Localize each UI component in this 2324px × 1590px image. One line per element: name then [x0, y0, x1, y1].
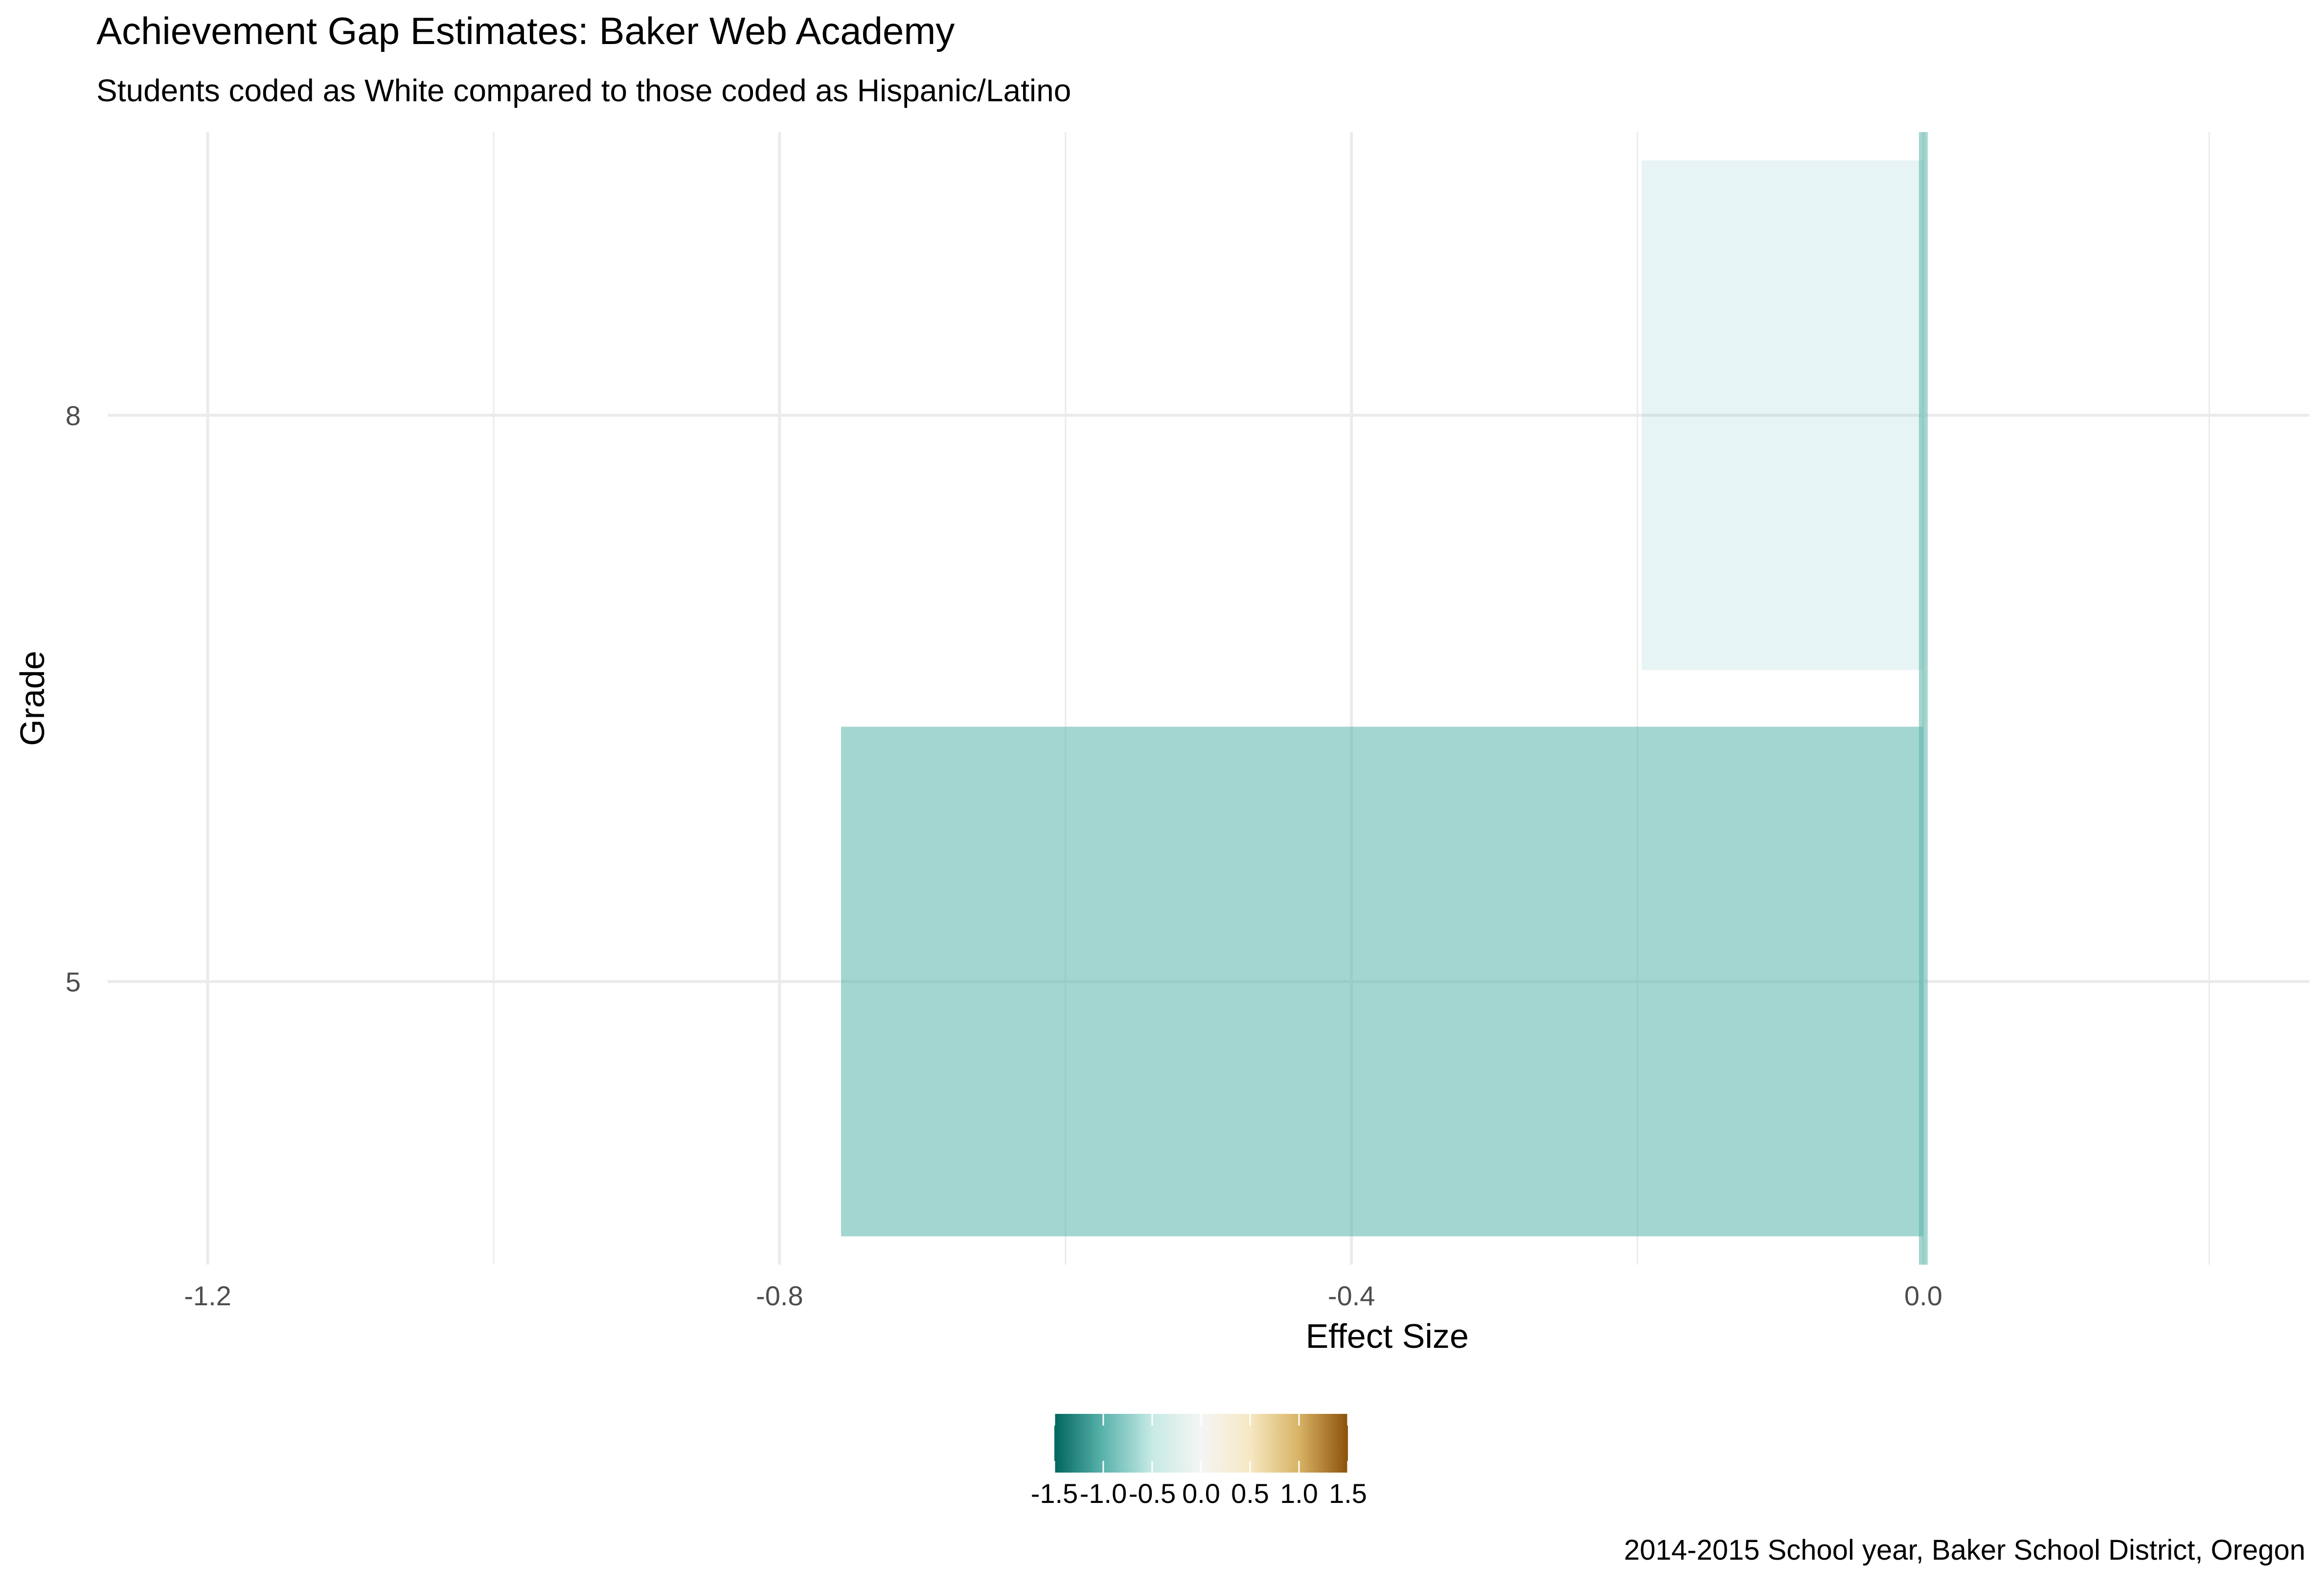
colorbar-tick-label: -1.5	[1031, 1478, 1078, 1509]
x-tick-label: 0.0	[1904, 1280, 1942, 1311]
x-tick-label: -1.2	[184, 1280, 231, 1311]
colorbar-tick-label: 0.5	[1231, 1478, 1269, 1509]
x-tick-label: -0.4	[1328, 1280, 1375, 1311]
colorbar-tick-label: -1.0	[1080, 1478, 1127, 1509]
colorbar-tick-label: 0.0	[1182, 1478, 1220, 1509]
chart-title: Achievement Gap Estimates: Baker Web Aca…	[96, 9, 955, 52]
chart-subtitle: Students coded as White compared to thos…	[96, 73, 1071, 108]
y-tick-label: 8	[66, 400, 81, 431]
chart-caption: 2014-2015 School year, Baker School Dist…	[1624, 1534, 2305, 1566]
colorbar-tick-label: -0.5	[1129, 1478, 1176, 1509]
colorbar-tick-label: 1.5	[1329, 1478, 1367, 1509]
y-axis-title: Grade	[13, 651, 51, 746]
colorbar-tick-label: 1.0	[1280, 1478, 1318, 1509]
y-tick-label: 5	[66, 966, 81, 997]
bar-grade-8	[1641, 160, 1924, 670]
x-axis-title: Effect Size	[1306, 1317, 1469, 1355]
x-tick-label: -0.8	[756, 1280, 803, 1311]
bar-grade-5	[841, 727, 1924, 1237]
